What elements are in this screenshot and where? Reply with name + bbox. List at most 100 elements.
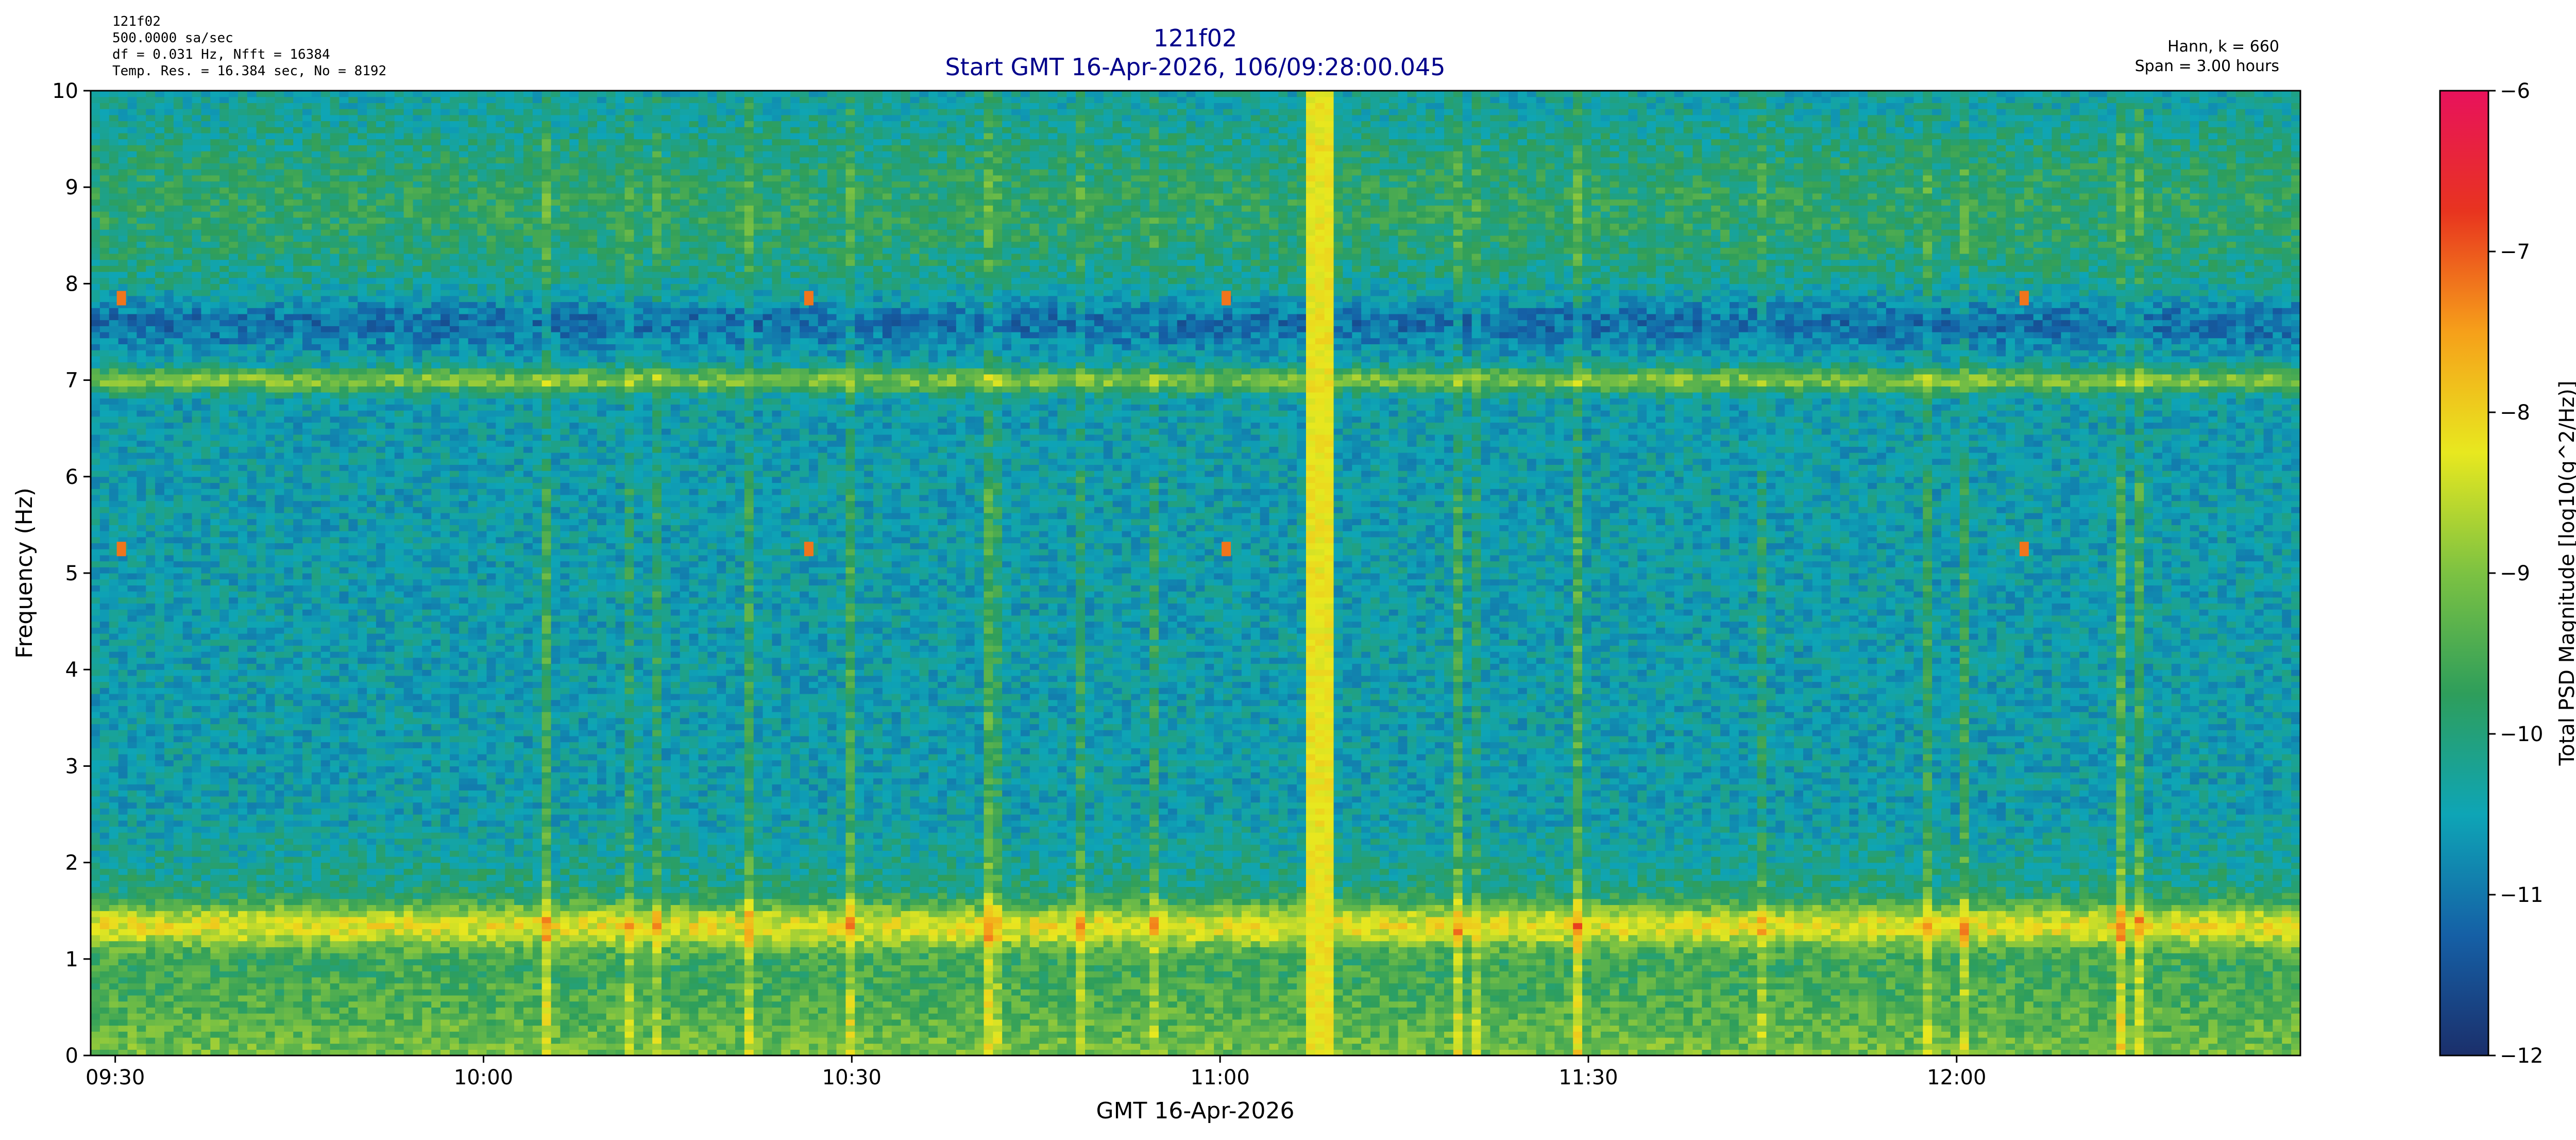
heatmap-cell (210, 591, 219, 597)
heatmap-cell (284, 826, 293, 832)
heatmap-cell (137, 953, 146, 959)
heatmap-cell (284, 947, 293, 953)
heatmap-cell (257, 845, 266, 851)
heatmap-cell (238, 579, 247, 585)
heatmap-cell (146, 338, 155, 344)
heatmap-cell (201, 97, 210, 103)
heatmap-cell (91, 242, 100, 248)
heatmap-cell (183, 283, 192, 290)
heatmap-cell (219, 434, 229, 441)
heatmap-cell (192, 513, 201, 519)
heatmap-cell (284, 640, 293, 646)
heatmap-cell (257, 483, 266, 489)
heatmap-cell (183, 121, 192, 127)
heatmap-cell (284, 754, 293, 760)
heatmap-cell (247, 513, 257, 519)
heatmap-cell (201, 1001, 210, 1008)
heatmap-cell (275, 374, 284, 380)
heatmap-cell (118, 839, 128, 845)
heatmap-cell (284, 845, 293, 851)
heatmap-cell (127, 796, 137, 802)
heatmap-cell (183, 1037, 192, 1044)
heatmap-cell (146, 597, 155, 603)
heatmap-cell (164, 965, 174, 971)
heatmap-cell (238, 826, 247, 832)
heatmap-cell (109, 525, 118, 531)
heatmap-cell (174, 320, 183, 326)
heatmap-cell (164, 308, 174, 314)
heatmap-cell (164, 1013, 174, 1019)
heatmap-cell (146, 923, 155, 929)
heatmap-cell (247, 778, 257, 784)
heatmap-cell (275, 645, 284, 651)
heatmap-cell (155, 700, 164, 706)
heatmap-cell (183, 519, 192, 525)
heatmap-cell (146, 543, 155, 549)
heatmap-cell (174, 175, 183, 181)
heatmap-cell (91, 917, 100, 923)
heatmap-cell (91, 434, 100, 441)
heatmap-cell (91, 706, 100, 712)
heatmap-cell (219, 302, 229, 308)
heatmap-cell (109, 760, 118, 766)
heatmap-cell (238, 645, 247, 651)
heatmap-cell (210, 1044, 219, 1050)
heatmap-cell (91, 784, 100, 791)
heatmap-cell (109, 983, 118, 990)
heatmap-cell (183, 983, 192, 990)
heatmap-cell (229, 242, 238, 248)
heatmap-cell (127, 507, 137, 513)
heatmap-cell (201, 242, 210, 248)
heatmap-cell (100, 272, 109, 278)
heatmap-cell (192, 157, 201, 163)
heatmap-cell (201, 386, 210, 392)
heatmap-cell (164, 622, 174, 628)
heatmap-cell (137, 658, 146, 664)
heatmap-cell (164, 507, 174, 513)
heatmap-cell (174, 760, 183, 766)
heatmap-cell (109, 187, 118, 193)
heatmap-cell (155, 483, 164, 489)
heatmap-cell (284, 941, 293, 947)
heatmap-cell (247, 947, 257, 953)
heatmap-cell (238, 91, 247, 97)
heatmap-cell (266, 368, 275, 374)
heatmap-cell (164, 778, 174, 784)
heatmap-cell (146, 658, 155, 664)
heatmap-cell (247, 814, 257, 820)
heatmap-cell (183, 700, 192, 706)
heatmap-cell (100, 893, 109, 899)
heatmap-cell (137, 416, 146, 423)
heatmap-cell (229, 730, 238, 736)
heatmap-cell (109, 965, 118, 971)
heatmap-cell (238, 929, 247, 935)
heatmap-cell (284, 995, 293, 1001)
heatmap-cell (229, 320, 238, 326)
heatmap-cell (219, 242, 229, 248)
heatmap-cell (183, 205, 192, 211)
heatmap-cell (174, 676, 183, 682)
heatmap-cell (100, 947, 109, 953)
heatmap-cell (127, 784, 137, 791)
heatmap-cell (201, 350, 210, 356)
heatmap-cell (192, 567, 201, 573)
heatmap-cell (146, 344, 155, 350)
heatmap-cell (155, 477, 164, 483)
heatmap-cell (219, 651, 229, 658)
heatmap-cell (238, 1001, 247, 1008)
heatmap-cell (174, 459, 183, 465)
heatmap-cell (100, 766, 109, 772)
heatmap-cell (275, 664, 284, 670)
heatmap-cell (164, 223, 174, 229)
heatmap-cell (192, 374, 201, 380)
heatmap-cell (201, 495, 210, 501)
heatmap-cell (192, 585, 201, 591)
heatmap-cell (155, 471, 164, 477)
heatmap-cell (266, 875, 275, 881)
heatmap-cell (238, 712, 247, 718)
heatmap-cell (137, 392, 146, 398)
heatmap-cell (127, 211, 137, 217)
heatmap-cell (229, 615, 238, 622)
heatmap-cell (137, 688, 146, 694)
heatmap-cell (266, 995, 275, 1001)
